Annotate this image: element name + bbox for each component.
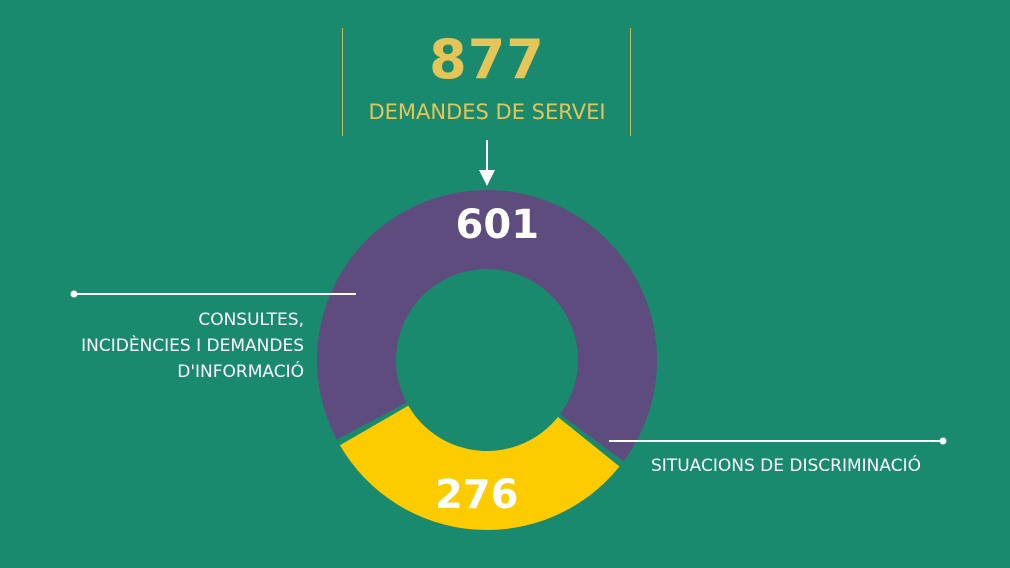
slice-label-0: 601 xyxy=(456,202,540,248)
total-label: DEMANDES DE SERVEI xyxy=(368,100,606,124)
legend-consultes-line-1: CONSULTES, xyxy=(198,310,304,330)
leader-dot-left xyxy=(70,290,78,298)
slice-label-1: 276 xyxy=(435,472,519,518)
legend-consultes-line-2: INCIDÈNCIES I DEMANDES xyxy=(81,336,304,356)
leader-dot-right xyxy=(939,437,947,445)
frame-line-left xyxy=(342,28,343,136)
frame-line-right xyxy=(630,28,631,136)
slice-1 xyxy=(339,405,620,530)
legend-discriminacio: SITUACIONS DE DISCRIMINACIÓ xyxy=(651,456,921,476)
slice-0 xyxy=(317,190,658,462)
legend-consultes: CONSULTES, INCIDÈNCIES I DEMANDES D'INFO… xyxy=(14,307,304,385)
total-value: 877 xyxy=(429,28,545,91)
legend-consultes-line-3: D'INFORMACIÓ xyxy=(177,362,304,382)
